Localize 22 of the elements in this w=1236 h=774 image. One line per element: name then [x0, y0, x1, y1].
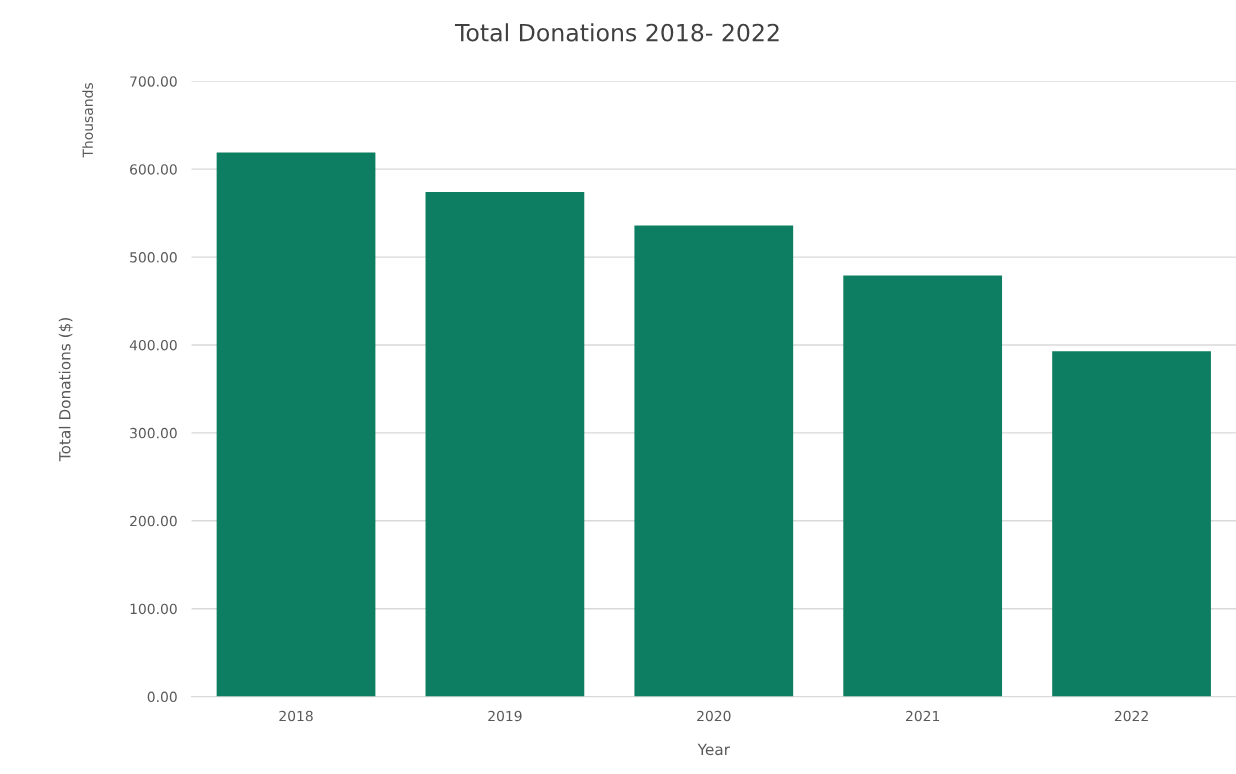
- x-tick-label: 2021: [906, 710, 940, 722]
- y-tick-label: 400.00: [129, 339, 177, 351]
- bar: [1052, 351, 1211, 697]
- y-tick-label: 500.00: [130, 252, 177, 263]
- y-tick-label: 700.00: [130, 76, 177, 87]
- y-tick-label: 100.00: [130, 603, 177, 615]
- y-tick-label: 300.00: [130, 427, 177, 439]
- bar: [216, 152, 376, 697]
- x-tick-label: 2019: [488, 710, 522, 722]
- y-tick-label: 0.00: [147, 691, 177, 703]
- text: Thousands: [82, 83, 94, 158]
- y-tick-label: 200.00: [130, 515, 177, 527]
- x-axis-title: Year: [697, 743, 730, 756]
- bar: [425, 192, 585, 697]
- x-tick-label: 2020: [697, 710, 731, 722]
- bar: [634, 225, 794, 697]
- y-tick-label: 600.00: [130, 164, 177, 175]
- chart-title: Total Donations 2018- 2022: [454, 23, 779, 42]
- y-axis-title: Total Donations ($): [58, 318, 73, 462]
- x-tick-label: 2018: [279, 710, 313, 722]
- bar: [843, 275, 1003, 697]
- x-tick-label: 2022: [1114, 710, 1148, 722]
